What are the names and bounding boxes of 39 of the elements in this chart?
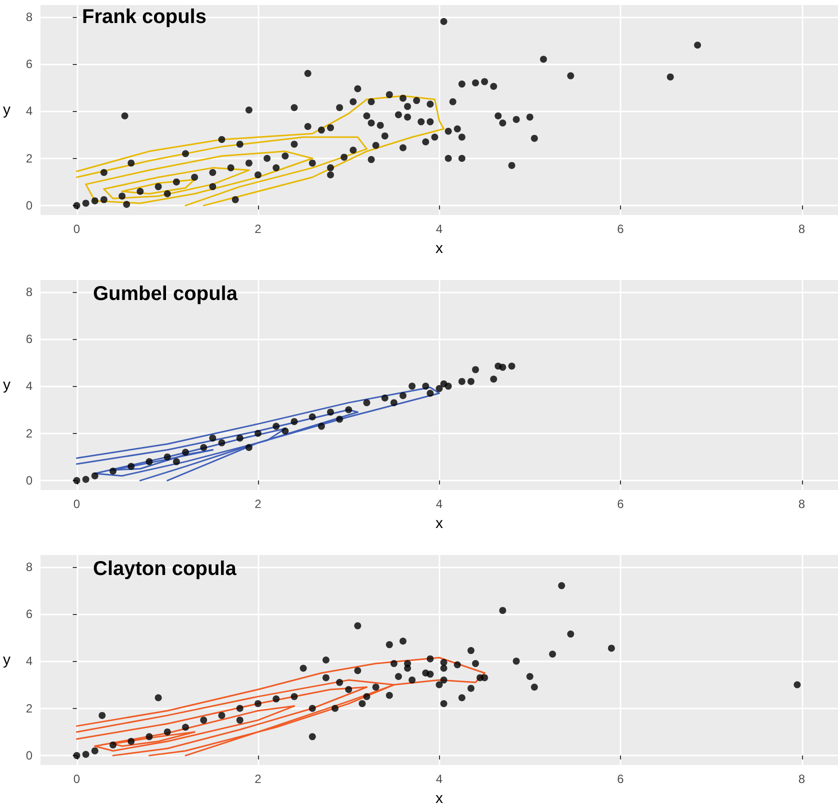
x-tick-label: 0 (73, 497, 80, 511)
x-tick-label: 0 (73, 222, 80, 236)
y-tick-label: 0 (26, 748, 33, 763)
x-tick-label: 8 (798, 222, 806, 236)
y-tick-label: 2 (26, 151, 33, 166)
x-tick-label: 0 (73, 772, 80, 786)
y-tick-label: 2 (26, 701, 33, 716)
x-tick-label: 6 (617, 222, 624, 236)
y-tick-label: 0 (26, 198, 33, 213)
x-tick-label: 2 (254, 497, 262, 511)
x-axis-title: x (436, 515, 444, 532)
x-tick-label: 2 (254, 772, 262, 786)
y-tick-label: 6 (26, 332, 33, 346)
x-tick-label: 8 (798, 497, 806, 511)
y-tick-label: 4 (26, 379, 33, 394)
chart-title: Gumbel copula (93, 283, 238, 305)
x-tick-label: 4 (436, 222, 443, 236)
y-axis-title: y (3, 652, 11, 668)
x-tick-label: 4 (436, 772, 443, 786)
y-axis-title: y (3, 376, 11, 394)
x-tick-label: 8 (798, 772, 806, 786)
y-tick-label: 8 (26, 284, 33, 299)
y-tick-label: 2 (26, 426, 33, 440)
y-tick-label: 4 (26, 104, 33, 118)
y-tick-label: 4 (26, 654, 33, 668)
chart-title: Clayton copula (93, 558, 238, 580)
y-tick-label: 8 (26, 560, 33, 574)
x-tick-label: 6 (617, 497, 624, 511)
x-axis-title: x (436, 790, 444, 807)
y-tick-label: 0 (26, 474, 33, 488)
chart-title: Frank copuls (82, 6, 206, 28)
y-tick-label: 6 (26, 606, 33, 621)
x-tick-label: 2 (254, 222, 262, 236)
x-tick-label: 4 (436, 497, 443, 511)
y-tick-label: 6 (26, 56, 33, 71)
y-axis-title: y (3, 102, 11, 118)
x-axis-title: x (436, 240, 444, 257)
y-tick-label: 8 (26, 10, 33, 24)
x-tick-label: 6 (617, 772, 624, 786)
